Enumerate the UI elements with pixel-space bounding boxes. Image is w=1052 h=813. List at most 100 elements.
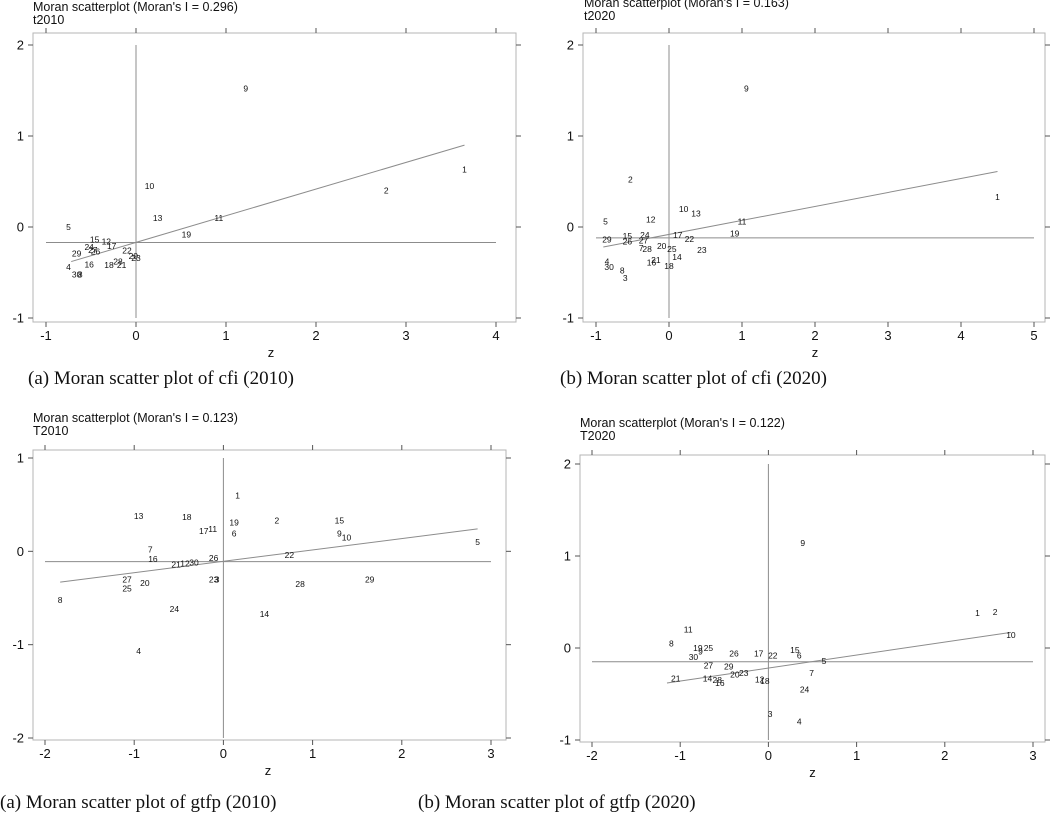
point-label: 22 bbox=[122, 246, 132, 256]
plot-frame bbox=[32, 32, 517, 323]
y-tick-label: 1 bbox=[17, 451, 24, 466]
point-label: 27 bbox=[122, 574, 132, 584]
plot-variable-label: T2010 bbox=[33, 424, 69, 438]
point-label: 14 bbox=[260, 609, 270, 619]
point-label: 24 bbox=[640, 230, 650, 240]
point-label: 29 bbox=[602, 235, 612, 245]
point-label: 27 bbox=[704, 660, 714, 670]
x-tick-label: -2 bbox=[39, 746, 51, 761]
point-label: 8 bbox=[78, 269, 83, 279]
point-label: 11 bbox=[208, 524, 217, 534]
point-label: 7 bbox=[639, 243, 644, 253]
point-label: 25 bbox=[667, 244, 677, 254]
x-tick-label: 0 bbox=[765, 748, 772, 763]
fit-line bbox=[603, 170, 998, 248]
x-tick-label: 3 bbox=[884, 328, 891, 343]
x-tick-label: 1 bbox=[309, 746, 316, 761]
figure-caption: (b) Moran scatter plot of cfi (2020) bbox=[560, 368, 827, 389]
point-label: 2 bbox=[384, 186, 389, 196]
point-label: 21 bbox=[117, 260, 127, 270]
point-label: 9 bbox=[744, 84, 749, 94]
point-label: 15 bbox=[90, 235, 100, 245]
y-tick-label: -1 bbox=[12, 311, 24, 326]
point-label: 2 bbox=[275, 516, 280, 526]
y-tick-label: 0 bbox=[564, 641, 571, 656]
point-label: 26 bbox=[623, 237, 633, 247]
point-label: 12 bbox=[646, 215, 656, 225]
x-tick-label: 0 bbox=[220, 746, 227, 761]
x-tick-label: -1 bbox=[590, 328, 602, 343]
y-tick-label: -1 bbox=[12, 637, 24, 652]
point-label: 1 bbox=[235, 490, 240, 500]
point-label: 9 bbox=[698, 647, 703, 657]
plot-variable-label: t2020 bbox=[584, 9, 616, 23]
point-label: 9 bbox=[243, 84, 248, 94]
point-label: 15 bbox=[623, 231, 633, 241]
x-tick-label: 3 bbox=[487, 746, 494, 761]
point-label: 13 bbox=[691, 208, 701, 218]
x-tick-label: 1 bbox=[222, 328, 229, 343]
x-axis-title: z bbox=[809, 765, 816, 780]
moran-plot-gtfp-2020: Moran scatterplot (Moran's I = 0.122) T2… bbox=[418, 400, 1052, 813]
point-label: 19 bbox=[182, 229, 192, 239]
point-label: 8 bbox=[620, 266, 625, 276]
point-label: 5 bbox=[66, 222, 71, 232]
x-tick-label: 2 bbox=[312, 328, 319, 343]
point-label: 1 bbox=[975, 608, 980, 618]
point-label: 11 bbox=[684, 625, 693, 635]
point-label: 10 bbox=[145, 181, 155, 191]
point-label: 5 bbox=[822, 656, 827, 666]
point-label: 28 bbox=[113, 257, 123, 267]
point-label: 25 bbox=[122, 584, 132, 594]
point-label: 7 bbox=[148, 544, 153, 554]
point-label: 9 bbox=[800, 538, 805, 548]
point-label: 19 bbox=[730, 228, 740, 238]
point-label: 28 bbox=[295, 579, 305, 589]
point-label: 23 bbox=[739, 668, 749, 678]
figure-caption: (a) Moran scatter plot of cfi (2010) bbox=[28, 368, 294, 389]
y-tick-label: 0 bbox=[17, 220, 24, 235]
point-label: 1 bbox=[462, 165, 467, 175]
x-tick-label: 1 bbox=[738, 328, 745, 343]
x-tick-label: 2 bbox=[398, 746, 405, 761]
point-label: 8 bbox=[669, 638, 674, 648]
point-label: 8 bbox=[58, 595, 63, 605]
point-label: 17 bbox=[199, 526, 209, 536]
plot-variable-label: t2010 bbox=[33, 13, 65, 27]
x-tick-label: 0 bbox=[132, 328, 139, 343]
plot-frame bbox=[579, 454, 1046, 743]
point-label: 13 bbox=[134, 511, 144, 521]
point-label: 11 bbox=[214, 213, 223, 223]
x-axis-title: z bbox=[268, 345, 275, 360]
point-label: 23 bbox=[209, 574, 219, 584]
x-tick-label: -1 bbox=[40, 328, 52, 343]
point-label: 3 bbox=[215, 574, 220, 584]
point-label: 14 bbox=[703, 673, 713, 683]
point-label: 12 bbox=[102, 237, 112, 247]
x-tick-label: 2 bbox=[811, 328, 818, 343]
point-label: 24 bbox=[800, 684, 810, 694]
point-label: 27 bbox=[88, 245, 98, 255]
plot-title: Moran scatterplot (Moran's I = 0.163) bbox=[584, 0, 789, 10]
point-label: 21 bbox=[171, 559, 181, 569]
point-label: 20 bbox=[129, 251, 139, 261]
point-label: 7 bbox=[809, 668, 814, 678]
point-label: 22 bbox=[285, 550, 295, 560]
figure-caption: (b) Moran scatter plot of gtfp (2020) bbox=[418, 792, 696, 813]
y-tick-label: 0 bbox=[17, 544, 24, 559]
point-label: 26 bbox=[729, 649, 739, 659]
point-label: 20 bbox=[140, 578, 150, 588]
point-label: 6 bbox=[232, 529, 237, 539]
point-label: 5 bbox=[475, 537, 480, 547]
point-label: 10 bbox=[1006, 630, 1016, 640]
point-label: 29 bbox=[365, 574, 375, 584]
plot-title: Moran scatterplot (Moran's I = 0.122) bbox=[580, 416, 785, 430]
point-label: 18 bbox=[104, 260, 114, 270]
x-tick-label: 5 bbox=[1030, 328, 1037, 343]
x-axis-title: z bbox=[265, 763, 272, 778]
y-tick-label: 0 bbox=[567, 220, 574, 235]
plot-frame bbox=[582, 32, 1046, 323]
